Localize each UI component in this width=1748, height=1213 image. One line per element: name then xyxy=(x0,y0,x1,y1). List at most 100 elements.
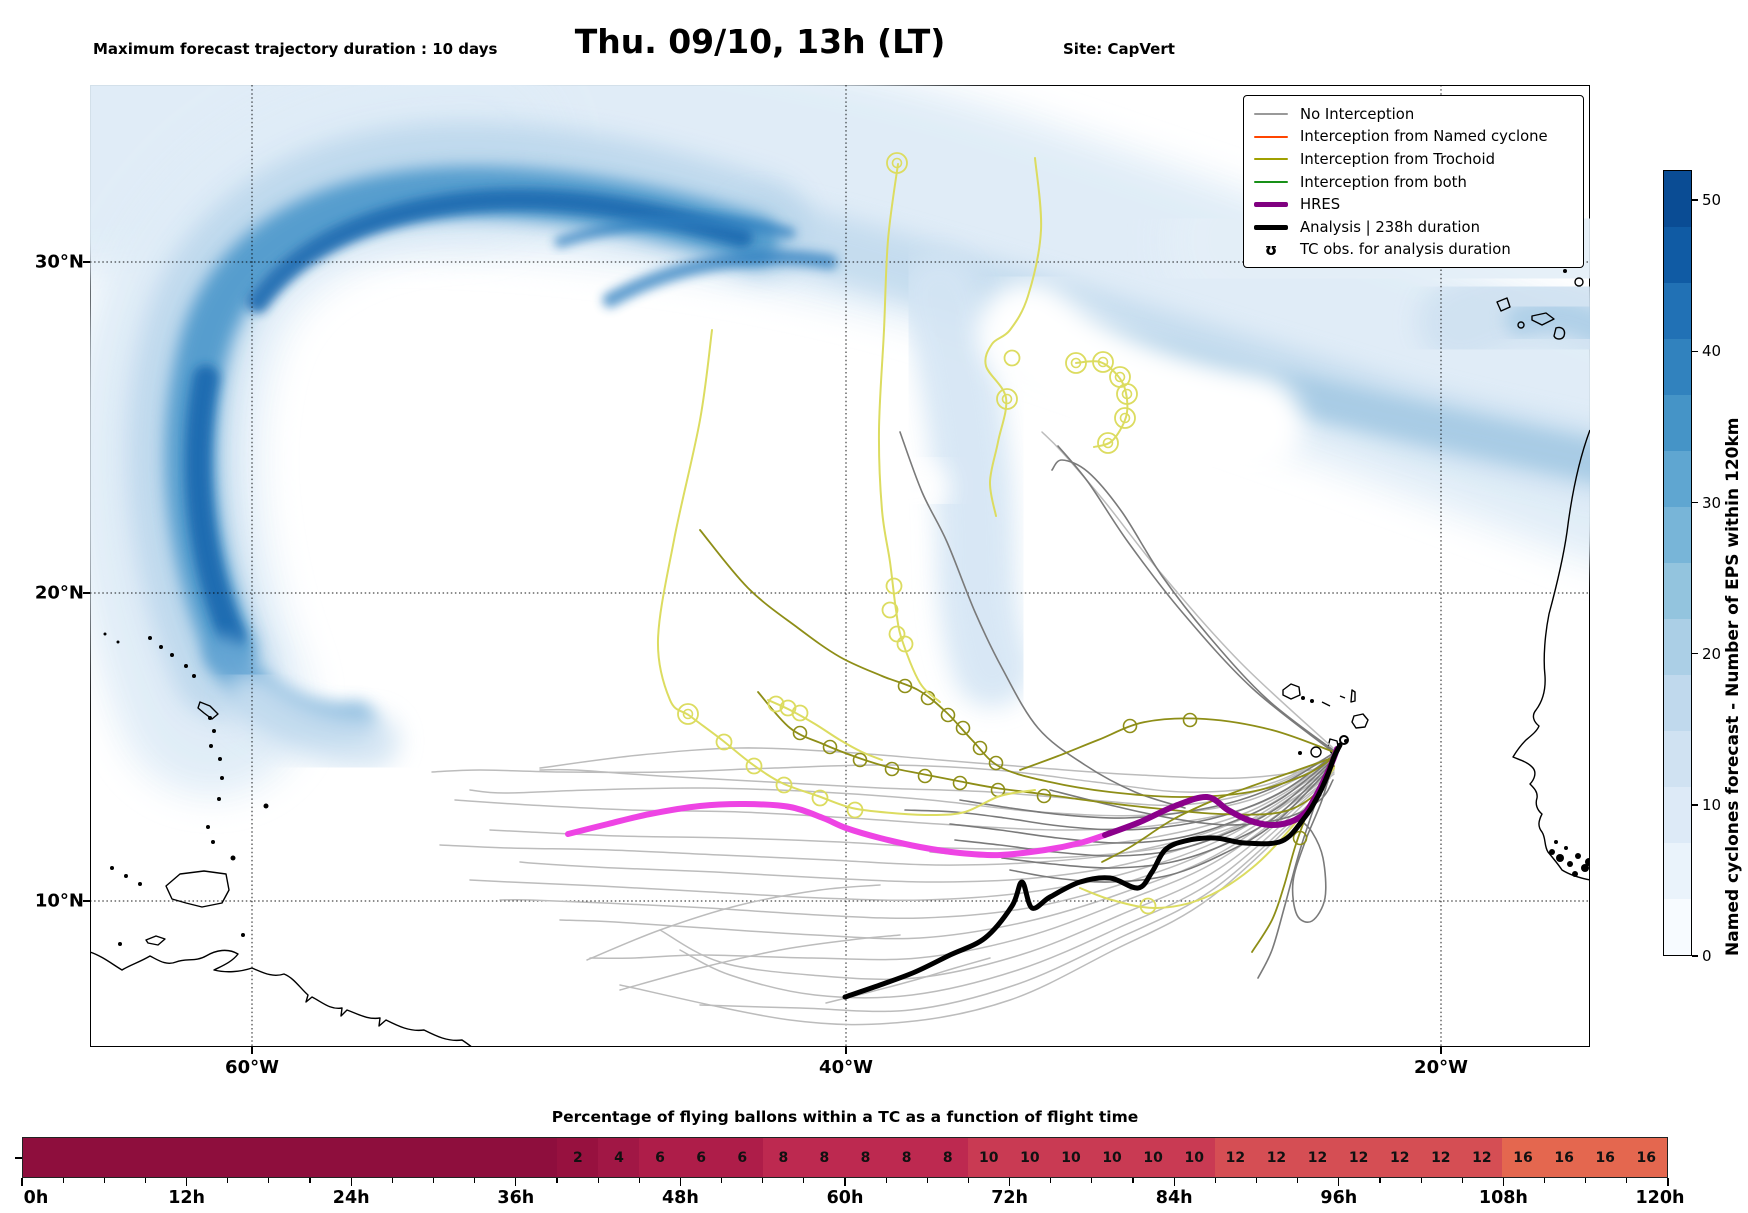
coastline-path xyxy=(1553,326,1566,340)
trochoid-loop xyxy=(846,801,864,819)
ensemble-member-no-interception xyxy=(589,773,1335,961)
island-dot xyxy=(1563,269,1567,273)
colorbar-segment xyxy=(1664,283,1691,339)
cyclone-spiral-inner xyxy=(1097,356,1109,368)
ensemble-member-no-interception xyxy=(586,884,881,961)
ensemble-member-bundle xyxy=(949,755,1336,844)
ensemble-member-bundle xyxy=(1291,761,1334,923)
colorbar-tick-label: 10 xyxy=(1702,795,1722,814)
island-dot xyxy=(159,645,163,649)
timebar-tick xyxy=(967,1178,970,1183)
timebar-cell: 8 xyxy=(886,1138,928,1177)
trochoid-loop xyxy=(1003,349,1021,367)
timebar-tick-label: 48h xyxy=(661,1188,699,1208)
timebar-tick xyxy=(103,1178,105,1183)
colorbar-segment xyxy=(1664,843,1691,899)
island-dot xyxy=(1301,696,1305,700)
island-dot xyxy=(263,803,269,809)
trochoid-loop xyxy=(885,577,903,595)
timebar-cell: 8 xyxy=(762,1138,804,1177)
coastline-path xyxy=(165,870,230,908)
colorbar-tick xyxy=(1692,199,1698,201)
legend-item: HRES xyxy=(1254,193,1573,216)
ensemble-member-no-interception xyxy=(1041,431,1334,749)
timebar-tick xyxy=(885,1178,887,1183)
timebar-tick xyxy=(556,1178,558,1183)
trochoid-loop xyxy=(1036,788,1052,804)
legend-item: ʊ TC obs. for analysis duration xyxy=(1254,239,1573,262)
legend-item-label: Interception from Trochoid xyxy=(1300,150,1495,168)
timebar-tick-label: 36h xyxy=(497,1188,535,1208)
legend-swatch xyxy=(1254,158,1288,161)
island-dot xyxy=(1310,699,1314,703)
timebar-title: Percentage of flying ballons within a TC… xyxy=(551,1108,1139,1126)
colorbar-tick-label: 20 xyxy=(1702,644,1722,663)
island-dot xyxy=(209,744,213,748)
timebar-cell: 12 xyxy=(1461,1138,1503,1177)
lon-tick-label: 20°W xyxy=(1414,1057,1468,1078)
cyclone-spiral xyxy=(1092,351,1114,373)
colorbar-segment xyxy=(1664,171,1691,227)
colorbar-segment xyxy=(1664,339,1691,395)
coastline-path xyxy=(1350,689,1356,703)
timebar-tick xyxy=(1050,1178,1052,1183)
timebar-tick xyxy=(1667,1178,1669,1186)
island-dot xyxy=(230,855,236,861)
timebar-tick-label: 108h xyxy=(1478,1188,1528,1208)
cyclone-spiral xyxy=(886,152,908,174)
timebar-cell: 8 xyxy=(844,1138,887,1177)
ensemble-member-bundle xyxy=(1051,459,1334,751)
island-dot xyxy=(1549,849,1555,855)
trochoid-loop xyxy=(715,733,733,751)
coastline-path xyxy=(1496,297,1511,312)
timebar-lead-cell xyxy=(23,1138,558,1177)
timebar-tick xyxy=(1461,1178,1463,1183)
timebar-tick xyxy=(762,1178,764,1183)
trochoid-loop xyxy=(811,789,829,807)
timebar-cell: 10 xyxy=(1050,1138,1092,1177)
coastline-path xyxy=(1351,713,1369,729)
legend-swatch xyxy=(1254,113,1288,116)
trajectory-trochoid-light xyxy=(767,699,883,761)
analysis-trajectory xyxy=(842,742,1343,1000)
trochoid-loop xyxy=(917,768,933,784)
timebar-tick xyxy=(1255,1178,1258,1183)
timebar-tick-label: 96h xyxy=(1320,1188,1358,1208)
cyclone-spiral xyxy=(1116,383,1138,405)
trochoid-loop xyxy=(1139,897,1157,915)
timebar-tick xyxy=(1173,1178,1175,1186)
timebar-tick xyxy=(1626,1178,1628,1183)
trochoid-loop xyxy=(1122,718,1138,734)
trajectory-trochoid-light xyxy=(656,329,1036,817)
legend-item-label: Interception from Named cyclone xyxy=(1300,128,1548,146)
trochoid-loop xyxy=(988,755,1004,771)
colorbar-segment xyxy=(1664,451,1691,507)
timebar-tick xyxy=(309,1178,311,1183)
island-dot xyxy=(217,797,221,801)
ensemble-member-bundle xyxy=(1057,445,1334,753)
cyclone-spiral-inner xyxy=(682,708,694,720)
coastline-path xyxy=(145,935,166,946)
colorbar-segment xyxy=(1664,507,1691,563)
lon-tick xyxy=(251,1047,253,1054)
ensemble-member-no-interception xyxy=(619,794,1323,1026)
timebar-tick-label: 60h xyxy=(826,1188,864,1208)
page-title: Thu. 09/10, 13h (LT) xyxy=(574,22,946,61)
timebar-cell: 8 xyxy=(803,1138,845,1177)
timebar-tick xyxy=(1091,1178,1093,1183)
cyclone-spiral xyxy=(996,388,1018,410)
lon-tick xyxy=(845,1047,847,1054)
timebar-tick xyxy=(720,1178,723,1183)
island-dot xyxy=(148,636,152,640)
timebar-cell: 4 xyxy=(598,1138,640,1177)
cyclone-spiral-inner xyxy=(891,157,903,169)
timebar-tick xyxy=(515,1178,517,1186)
coastline-path xyxy=(1339,695,1346,699)
colorbar-segment xyxy=(1664,563,1691,619)
trochoid-loop xyxy=(955,720,971,736)
cyclone-spiral-inner xyxy=(1001,393,1013,405)
timebar-tick xyxy=(1379,1178,1381,1183)
ensemble-member-no-interception xyxy=(431,753,1335,793)
coastline-path xyxy=(1531,312,1555,326)
ensemble-member-bundle xyxy=(1257,789,1321,979)
